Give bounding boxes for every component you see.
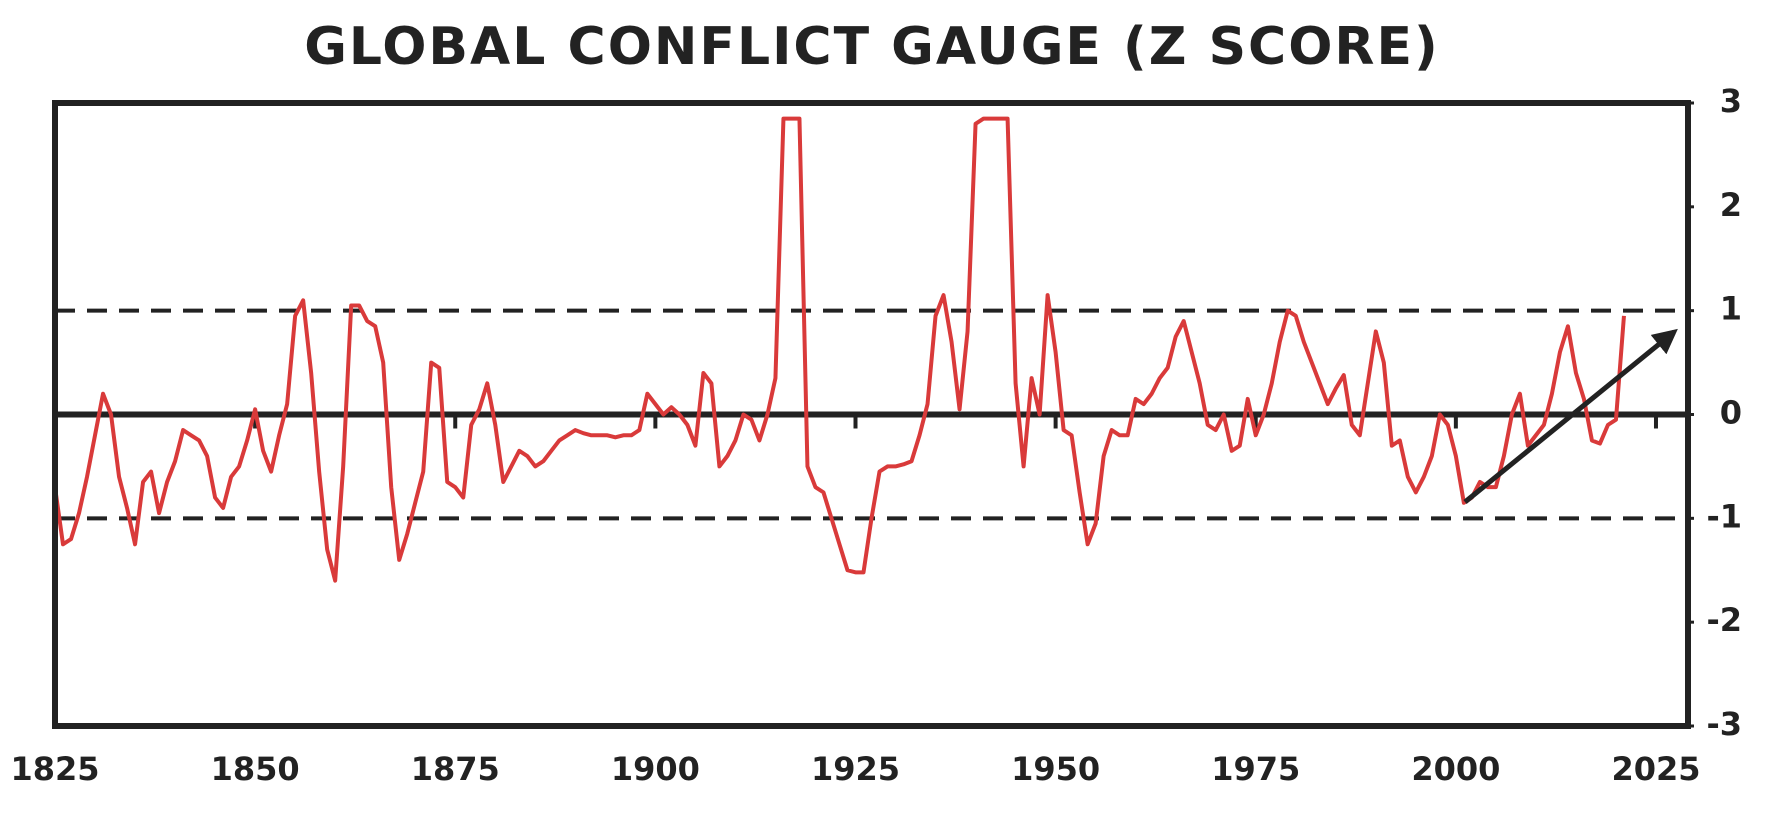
x-tick-label: 1900 (611, 750, 700, 788)
y-tick-label: -1 (1706, 497, 1742, 535)
x-tick-label: 1825 (10, 750, 99, 788)
x-tick-label: 1975 (1211, 750, 1300, 788)
x-tick-label: 1925 (811, 750, 900, 788)
y-tick-label: 0 (1720, 394, 1742, 432)
plot-frame (52, 100, 1691, 729)
x-tick-label: 1950 (1011, 750, 1100, 788)
y-tick-label: 1 (1720, 290, 1742, 328)
y-tick-label: 3 (1720, 82, 1742, 120)
data-line (53, 116, 1626, 583)
trend-arrow (1463, 328, 1678, 504)
y-tick-label: 2 (1720, 186, 1742, 224)
y-tick-label: -2 (1706, 601, 1742, 639)
plot-area: -3 -2 -1 0 1 2 3 1825 1850 1875 1900 1925 1950 1975 20… (10, 82, 1742, 788)
x-tick-label: 2000 (1411, 750, 1500, 788)
y-tick-label: -3 (1706, 705, 1742, 743)
x-tick-label: 2025 (1611, 750, 1700, 788)
chart-title: GLOBAL CONFLICT GAUGE (Z SCORE) (304, 17, 1440, 77)
x-tick-label: 1875 (411, 750, 500, 788)
x-tick-label: 1850 (211, 750, 300, 788)
